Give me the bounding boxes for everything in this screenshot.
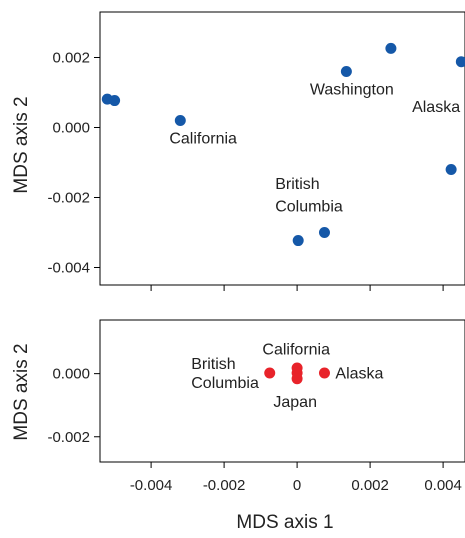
point-annotation: Columbia (275, 199, 343, 216)
data-point (340, 66, 352, 77)
x-tick-label: 0.004 (424, 477, 462, 494)
top-panel: 0.002 0.000 -0.002 -0.004 California Washing… (11, 11, 465, 291)
top-annotations: California Washington Alaska British Columbi… (169, 81, 460, 215)
point-annotation: Alaska (412, 99, 460, 116)
y-tick-label: 0.000 (52, 366, 90, 383)
point-annotation: Washington (310, 81, 394, 98)
y-tick-label: 0.000 (52, 120, 90, 137)
x-tick-label: -0.002 (203, 477, 246, 494)
bottom-y-ticks: 0.000 -0.002 (47, 366, 100, 446)
bottom-panel: 0.000 -0.002 -0.004 -0.002 0 0.002 0.004 Cali… (11, 319, 465, 533)
point-annotation: California (262, 342, 330, 359)
data-point (109, 95, 121, 107)
point-annotation: Japan (273, 394, 317, 411)
data-point (445, 164, 457, 175)
data-point (385, 42, 397, 54)
bottom-points (264, 362, 330, 385)
top-points (101, 42, 465, 247)
point-annotation: Alaska (335, 365, 383, 382)
y-tick-label: -0.004 (47, 260, 90, 277)
point-annotation: California (169, 130, 237, 147)
x-tick-label: 0.002 (351, 477, 389, 494)
bottom-y-axis-title: MDS axis 2 (11, 343, 32, 440)
y-tick-label: -0.002 (47, 429, 90, 446)
bottom-x-ticks: -0.004 -0.002 0 0.002 0.004 (130, 462, 462, 494)
x-tick-label: 0 (293, 477, 301, 494)
y-tick-label: -0.002 (47, 190, 90, 207)
data-point (292, 235, 304, 247)
bottom-panel-frame (99, 319, 465, 463)
data-point (455, 56, 465, 68)
top-x-ticks (150, 285, 444, 291)
top-panel-frame (99, 11, 465, 286)
data-point (318, 367, 330, 379)
x-axis-title: MDS axis 1 (236, 512, 333, 533)
bottom-annotations: California British Columbia Alaska Japan (191, 342, 383, 411)
top-y-ticks: 0.002 0.000 -0.002 -0.004 (47, 50, 100, 277)
y-tick-label: 0.002 (52, 50, 90, 67)
point-annotation: British (191, 356, 235, 373)
point-annotation: Columbia (191, 375, 259, 392)
data-point (291, 373, 303, 385)
data-point (174, 115, 186, 126)
data-point (264, 367, 276, 379)
x-tick-label: -0.004 (130, 477, 173, 494)
point-annotation: British (275, 176, 319, 193)
data-point (318, 227, 330, 238)
top-y-axis-title: MDS axis 2 (11, 96, 32, 193)
